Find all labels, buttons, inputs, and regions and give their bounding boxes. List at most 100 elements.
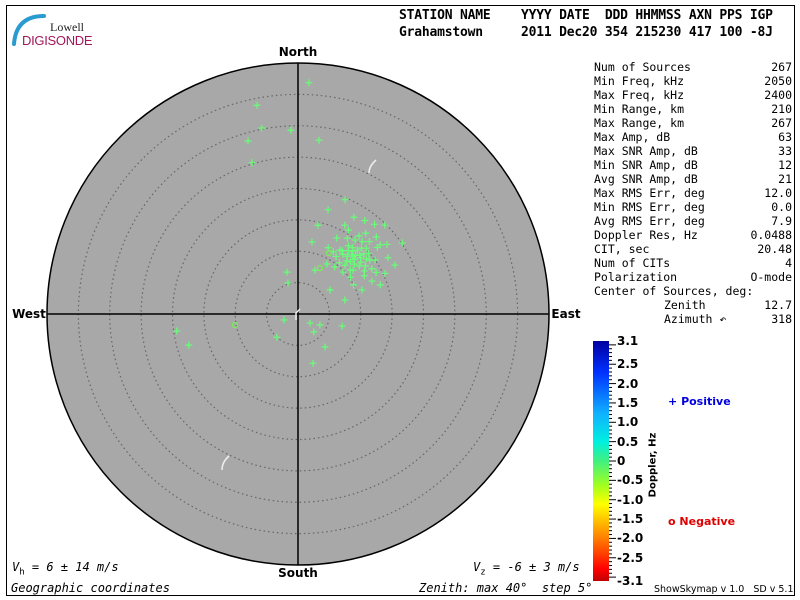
source-positive: [383, 240, 391, 248]
logo-arc-icon: [12, 14, 46, 46]
stat-row: Min SNR Amp, dB 12: [594, 158, 792, 172]
source-positive: [338, 247, 346, 255]
stat-row: Max Freq, kHz 2400: [594, 88, 792, 102]
stat-value: 2400: [764, 88, 792, 102]
source-positive: [355, 232, 363, 240]
source-positive: [381, 269, 389, 277]
legend-negative: o Negative: [668, 515, 735, 528]
source-positive: [311, 266, 319, 274]
source-positive: [355, 262, 363, 270]
source-positive: [398, 239, 406, 247]
source-positive: [284, 279, 292, 287]
source-positive: [343, 257, 351, 265]
source-positive: [287, 126, 295, 134]
legend-positive-label: Positive: [681, 395, 731, 408]
source-positive: [358, 238, 366, 246]
doppler-colorbar: [593, 341, 609, 581]
colorbar-tick-label: -1.0: [617, 492, 644, 507]
stat-row: Azimuth ↶ 318: [594, 312, 792, 326]
source-positive: [253, 101, 261, 109]
source-positive: [309, 359, 317, 367]
source-positive: [339, 250, 347, 258]
zenith-info: Zenith: max 40° step 5°: [419, 581, 593, 595]
colorbar-tick-label: 0: [617, 454, 626, 468]
stat-row: Zenith 12.7: [594, 298, 792, 312]
source-positive: [316, 321, 324, 329]
source-positive: [373, 243, 381, 251]
source-positive: [280, 316, 288, 324]
colorbar-title: Doppler, Hz: [647, 432, 659, 498]
source-positive: [339, 268, 347, 276]
stat-row: Min Freq, kHz 2050: [594, 74, 792, 88]
stat-label: Min Range, km: [594, 102, 685, 116]
stat-value: 318: [771, 312, 792, 326]
stat-value: 2050: [764, 74, 792, 88]
source-positive: [371, 256, 379, 264]
source-positive: [244, 137, 252, 145]
source-positive: [341, 261, 349, 269]
stat-value: 267: [771, 60, 792, 74]
stat-label: Azimuth ↶: [664, 312, 727, 326]
stat-row: Num of CITs 4: [594, 256, 792, 270]
stats-table: Num of Sources 267 Min Freq, kHz 2050 Max Fr…: [594, 60, 792, 326]
stat-value: 12.7: [764, 298, 792, 312]
source-positive: [305, 79, 313, 87]
source-positive: [362, 229, 370, 237]
stat-value: 7.9: [771, 214, 792, 228]
source-positive: [335, 259, 343, 267]
source-positive: [324, 206, 332, 214]
header-values: Grahamstown 2011 Dec20 354 215230 417 10…: [399, 25, 773, 40]
stat-label: Max RMS Err, deg: [594, 186, 705, 200]
stat-row: Center of Sources, deg:: [594, 284, 792, 298]
south-label: South: [278, 566, 318, 580]
source-positive: [381, 221, 389, 229]
source-positive: [173, 327, 181, 335]
stat-row: Max Range, km 267: [594, 116, 792, 130]
source-positive: [368, 265, 376, 273]
stat-value: 12.0: [764, 186, 792, 200]
horizontal-velocity: Vh = 6 ± 14 m/s: [12, 560, 119, 578]
legend-positive: + Positive: [668, 395, 731, 408]
stat-label: Num of CITs: [594, 256, 671, 270]
source-positive: [346, 273, 354, 281]
artifact-arc: [295, 308, 301, 320]
vertical-velocity: Vz = -6 ± 3 m/s: [473, 560, 580, 578]
source-positive: [360, 272, 368, 280]
version-info: ShowSkymap v 1.0 SD v 5.1: [654, 584, 794, 595]
stat-label: Polarization: [594, 270, 678, 284]
digisonde-logo: Lowell DIGISONDE: [10, 8, 93, 48]
stat-value: 12: [778, 158, 792, 172]
source-positive: [321, 343, 329, 351]
source-positive: [341, 221, 349, 229]
stat-label: Avg RMS Err, deg: [594, 214, 705, 228]
source-positive: [371, 220, 379, 228]
source-positive: [283, 268, 291, 276]
logo-digisonde: DIGISONDE: [22, 33, 93, 48]
source-positive: [323, 260, 331, 268]
source-positive: [351, 236, 359, 244]
source-positive: [353, 246, 361, 254]
colorbar-tick-label: 2.0: [617, 376, 639, 391]
source-negative: [231, 321, 239, 329]
source-positive: [344, 226, 352, 234]
stat-row: Avg SNR Amp, dB 21: [594, 172, 792, 186]
colorbar-tick-label: -3.1: [617, 574, 644, 588]
stat-label: Min RMS Err, deg: [594, 200, 705, 214]
stat-value: 21: [778, 172, 792, 186]
stat-label: Max SNR Amp, dB: [594, 144, 698, 158]
legend-negative-label: Negative: [679, 515, 736, 528]
source-positive: [315, 136, 323, 144]
colorbar-tick-label: 0.5: [617, 434, 639, 449]
source-positive: [346, 258, 354, 266]
source-positive: [391, 261, 399, 269]
stat-row: Max RMS Err, deg 12.0: [594, 186, 792, 200]
source-negative: [325, 249, 333, 257]
stat-label: Min Freq, kHz: [594, 74, 685, 88]
source-positive: [350, 213, 358, 221]
stat-label: Center of Sources, deg:: [594, 284, 754, 298]
colorbar-tick-label: -0.5: [617, 473, 644, 488]
stat-row: Max Amp, dB 63: [594, 130, 792, 144]
source-positive: [310, 328, 318, 336]
source-positive: [314, 221, 322, 229]
